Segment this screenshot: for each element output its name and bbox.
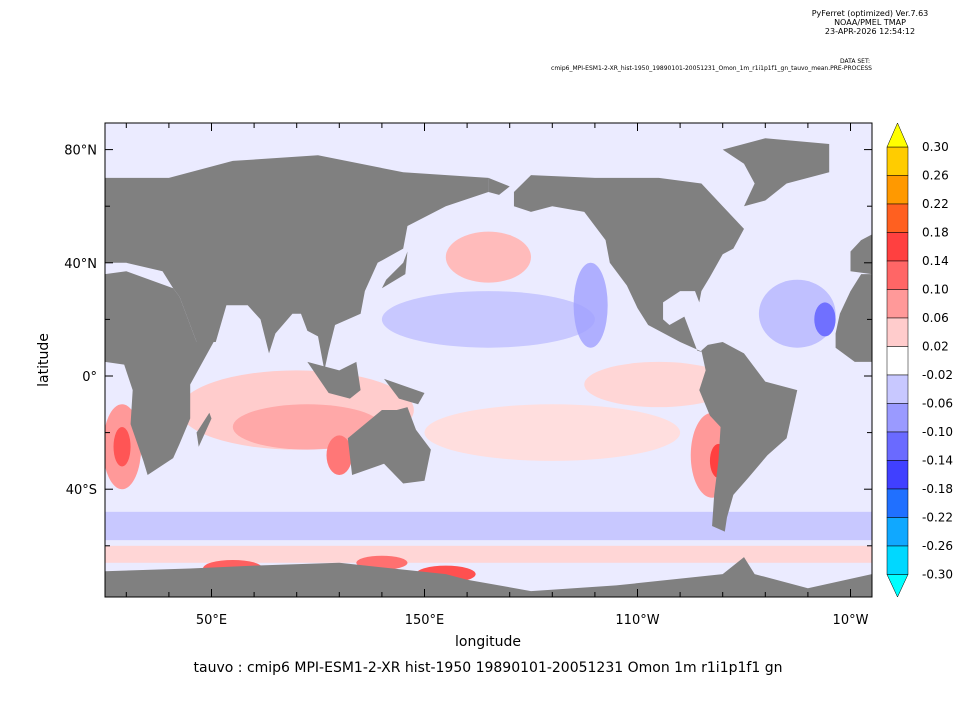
y-tick-label: 0°	[82, 370, 97, 385]
colorbar-label: 0.14	[922, 254, 949, 268]
x-axis-label: longitude	[455, 634, 521, 650]
colorbar-box	[886, 289, 909, 319]
colorbar-label: 0.10	[922, 283, 949, 297]
map-frame	[104, 122, 873, 598]
x-tick-label: 110°W	[615, 613, 659, 628]
x-tick-label: 50°E	[196, 613, 227, 628]
map	[105, 123, 872, 597]
colorbar-label: 0.30	[922, 140, 949, 154]
colorbar-label: 0.02	[922, 340, 949, 354]
colorbar-box	[886, 146, 909, 176]
colorbar-box	[886, 431, 909, 461]
colorbar-box	[886, 374, 909, 404]
colorbar-box	[886, 403, 909, 433]
caption: tauvo : cmip6 MPI-ESM1-2-XR hist-1950 19…	[194, 660, 783, 676]
x-tick-label: 150°E	[405, 613, 445, 628]
colorbar-label: -0.02	[922, 368, 953, 382]
header-line: PyFerret (optimized) Ver.7.63	[812, 9, 929, 18]
colorbar-label: -0.18	[922, 482, 953, 496]
colorbar-label: -0.26	[922, 539, 953, 553]
colorbar-box	[886, 460, 909, 490]
x-tick-label: 10°W	[833, 613, 869, 628]
y-axis-label: latitude	[36, 333, 52, 387]
colorbar-label: -0.30	[922, 568, 953, 582]
ticks: 80°N 40°N 0° 40°S 50°E 150°E 110°W 10°W	[64, 123, 872, 628]
colorbar-label: 0.06	[922, 311, 949, 325]
colorbar-label: -0.14	[922, 454, 953, 468]
colorbar-label: -0.06	[922, 397, 953, 411]
dataset-label: DATA SET:	[840, 58, 870, 65]
colorbar-box	[886, 260, 909, 290]
colorbar-box	[886, 175, 909, 205]
header-line: NOAA/PMEL TMAP	[834, 18, 906, 27]
colorbar-label: 0.22	[922, 197, 949, 211]
colorbar-box	[886, 545, 909, 575]
colorbar-box	[886, 488, 909, 518]
colorbar-label: 0.18	[922, 226, 949, 240]
y-tick-label: 40°S	[66, 483, 97, 498]
colorbar-top	[886, 122, 909, 148]
colorbar-label: -0.10	[922, 425, 953, 439]
dataset: cmip6_MPI-ESM1-2-XR_hist-1950_19890101-2…	[551, 65, 872, 72]
land	[105, 138, 872, 597]
colorbar: 0.30 0.26 0.22 0.18 0.14 0.10 0.06 0.02 -0.02 -0.…	[886, 122, 953, 598]
colorbar-box	[886, 517, 909, 547]
colorbar-label: 0.26	[922, 169, 949, 183]
y-tick-label: 80°N	[64, 144, 97, 159]
y-tick-label: 40°N	[64, 257, 97, 272]
colorbar-box	[886, 317, 909, 347]
colorbar-bottom	[886, 574, 909, 598]
colorbar-label: -0.22	[922, 511, 953, 525]
colorbar-box	[886, 346, 909, 376]
colorbar-box	[886, 203, 909, 233]
colorbar-box	[886, 232, 909, 262]
header-line: 23-APR-2026 12:54:12	[825, 27, 915, 36]
